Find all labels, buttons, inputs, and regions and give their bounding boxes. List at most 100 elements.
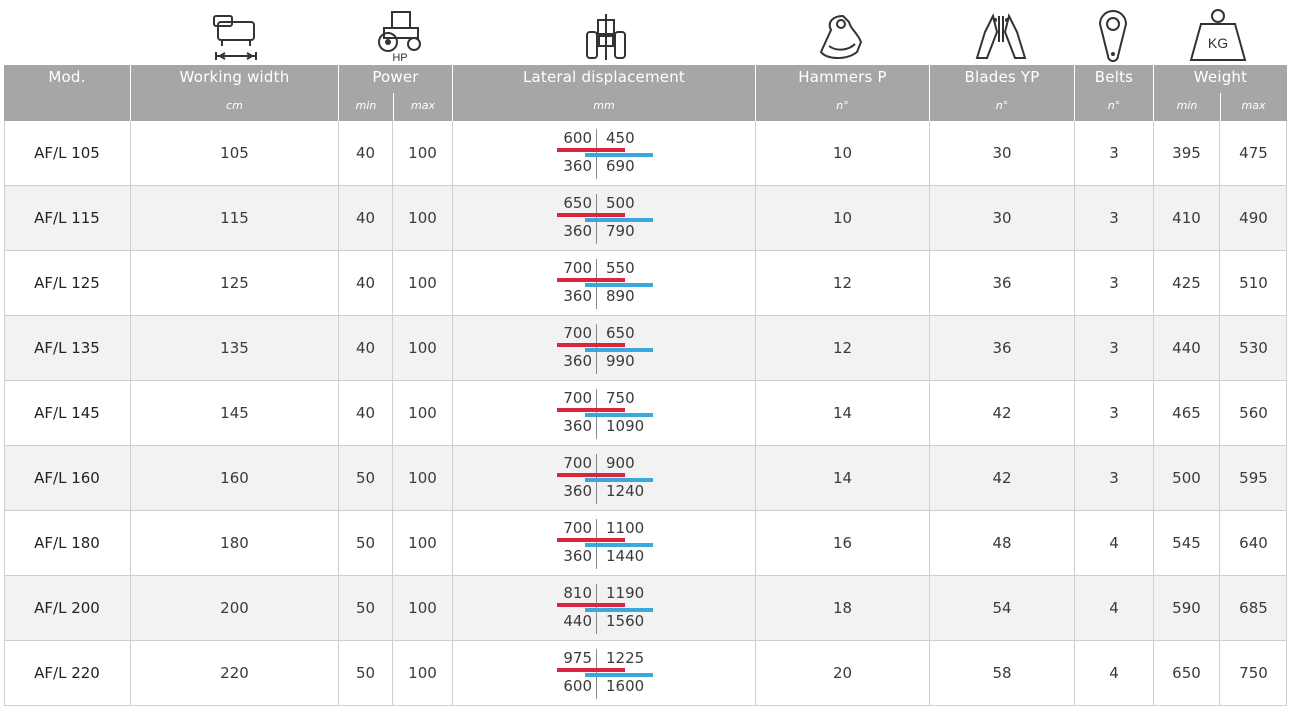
lateral-bottom-right: 990: [606, 352, 635, 370]
cell-belts: 3: [1075, 316, 1154, 380]
lateral-blue-bar: [585, 283, 653, 287]
cell-belts: 4: [1075, 641, 1154, 705]
cell-model: AF/L 180: [4, 511, 131, 575]
cell-lateral: 700 650 360 990: [453, 316, 756, 380]
weight-icon: KG: [1182, 6, 1254, 62]
lateral-blue-bar: [585, 413, 653, 417]
header-belts: Belts n°: [1075, 65, 1154, 121]
cell-belts: 4: [1075, 511, 1154, 575]
cell-hammers: 12: [756, 316, 930, 380]
cell-hammers: 16: [756, 511, 930, 575]
cell-model: AF/L 105: [4, 121, 131, 185]
cell-power-min: 50: [339, 511, 393, 575]
cell-blades: 42: [930, 381, 1075, 445]
cell-lateral: 700 900 360 1240: [453, 446, 756, 510]
cell-weight-max: 685: [1239, 599, 1268, 617]
cell-lateral: 810 1190 440 1560: [453, 576, 756, 640]
cell-weight-min: 545: [1154, 511, 1220, 575]
cell-power-max: 100: [393, 316, 453, 380]
lateral-top-left: 650: [563, 194, 592, 212]
cell-model: AF/L 160: [4, 446, 131, 510]
cell-lateral: 700 1100 360 1440: [453, 511, 756, 575]
lateral-red-bar: [557, 343, 625, 347]
header-mod-label: Mod.: [48, 68, 86, 86]
cell-lateral: 700 750 360 1090: [453, 381, 756, 445]
cell-hammers: 14: [756, 381, 930, 445]
lateral-top-right: 650: [606, 324, 635, 342]
cell-working-width: 145: [131, 381, 339, 445]
lateral-bottom-left: 360: [563, 287, 592, 305]
lateral-bottom-left: 360: [563, 417, 592, 435]
header-blades: Blades YP n°: [930, 65, 1075, 121]
cell-weight-max: 750: [1239, 664, 1268, 682]
cell-hammers: 20: [756, 641, 930, 705]
table-row: AF/L 105 105 40 100 600 450 360 690 10 30 3 395 475: [4, 121, 1287, 186]
cell-power-min: 40: [339, 121, 393, 185]
cell-working-width: 125: [131, 251, 339, 315]
cell-weight-min: 425: [1154, 251, 1220, 315]
cell-blades: 30: [930, 186, 1075, 250]
header-working-width: Working width cm: [131, 65, 339, 121]
header-belts-unit: n°: [1107, 99, 1121, 112]
cell-weight-max: 640: [1239, 534, 1268, 552]
lateral-bottom-right: 1560: [606, 612, 645, 630]
lateral-red-bar: [557, 668, 625, 672]
table-row: AF/L 220 220 50 100 975 1225 600 1600 20 58 4 650 75…: [4, 641, 1287, 706]
lateral-bottom-right: 1600: [606, 677, 645, 695]
lateral-top-left: 700: [563, 324, 592, 342]
cell-power-min: 40: [339, 186, 393, 250]
header-power-label: Power: [372, 68, 419, 86]
cell-weight-max: 490: [1239, 209, 1268, 227]
header-hammers-label: Hammers P: [798, 68, 887, 86]
cell-power-max: 100: [393, 511, 453, 575]
table-row: AF/L 200 200 50 100 810 1190 440 1560 18 54 4 590 68…: [4, 576, 1287, 641]
cell-blades: 54: [930, 576, 1075, 640]
header-weight-label: Weight: [1193, 68, 1248, 86]
cell-power-max: 100: [393, 121, 453, 185]
header-power-min: min: [355, 99, 377, 112]
lateral-top-left: 975: [563, 649, 592, 667]
cell-working-width: 200: [131, 576, 339, 640]
cell-power-min: 50: [339, 446, 393, 510]
cell-weight-min: 395: [1154, 121, 1220, 185]
lateral-top-left: 700: [563, 454, 592, 472]
table-row: AF/L 115 115 40 100 650 500 360 790 10 30 3 410 490: [4, 186, 1287, 251]
header-weight: Weight min max: [1154, 65, 1287, 121]
header-working-width-unit: cm: [226, 99, 243, 112]
lateral-bottom-right: 1440: [606, 547, 645, 565]
cell-hammers: 12: [756, 251, 930, 315]
lateral-blue-bar: [585, 153, 653, 157]
cell-blades: 36: [930, 251, 1075, 315]
cell-hammers: 18: [756, 576, 930, 640]
header-mod: Mod.: [4, 65, 131, 121]
lateral-top-right: 750: [606, 389, 635, 407]
table-row: AF/L 125 125 40 100 700 550 360 890 12 36 3 425 510: [4, 251, 1287, 316]
header-power: Power min max: [339, 65, 453, 121]
header-hammers-unit: n°: [836, 99, 849, 112]
cell-power-max: 100: [393, 251, 453, 315]
lateral-red-bar: [557, 473, 625, 477]
cell-blades: 42: [930, 446, 1075, 510]
lateral-bottom-left: 360: [563, 482, 592, 500]
lateral-bottom-left: 600: [563, 677, 592, 695]
cell-weight-max: 475: [1239, 144, 1268, 162]
lateral-top-right: 1190: [606, 584, 645, 602]
cell-working-width: 160: [131, 446, 339, 510]
lateral-top-right: 1100: [606, 519, 645, 537]
cell-weight-max: 595: [1239, 469, 1268, 487]
lateral-top-left: 810: [563, 584, 592, 602]
cell-working-width: 135: [131, 316, 339, 380]
cell-hammers: 10: [756, 186, 930, 250]
lateral-red-bar: [557, 538, 625, 542]
lateral-top-left: 700: [563, 519, 592, 537]
cell-working-width: 105: [131, 121, 339, 185]
cell-model: AF/L 220: [4, 641, 131, 705]
header-hammers: Hammers P n°: [756, 65, 930, 121]
cell-weight-min: 500: [1154, 446, 1220, 510]
header-belts-label: Belts: [1094, 68, 1134, 86]
lateral-top-left: 700: [563, 389, 592, 407]
cell-weight-min: 465: [1154, 381, 1220, 445]
cell-model: AF/L 145: [4, 381, 131, 445]
lateral-top-right: 900: [606, 454, 635, 472]
table-header: Mod. Working width cm Power min max Late…: [4, 65, 1287, 121]
